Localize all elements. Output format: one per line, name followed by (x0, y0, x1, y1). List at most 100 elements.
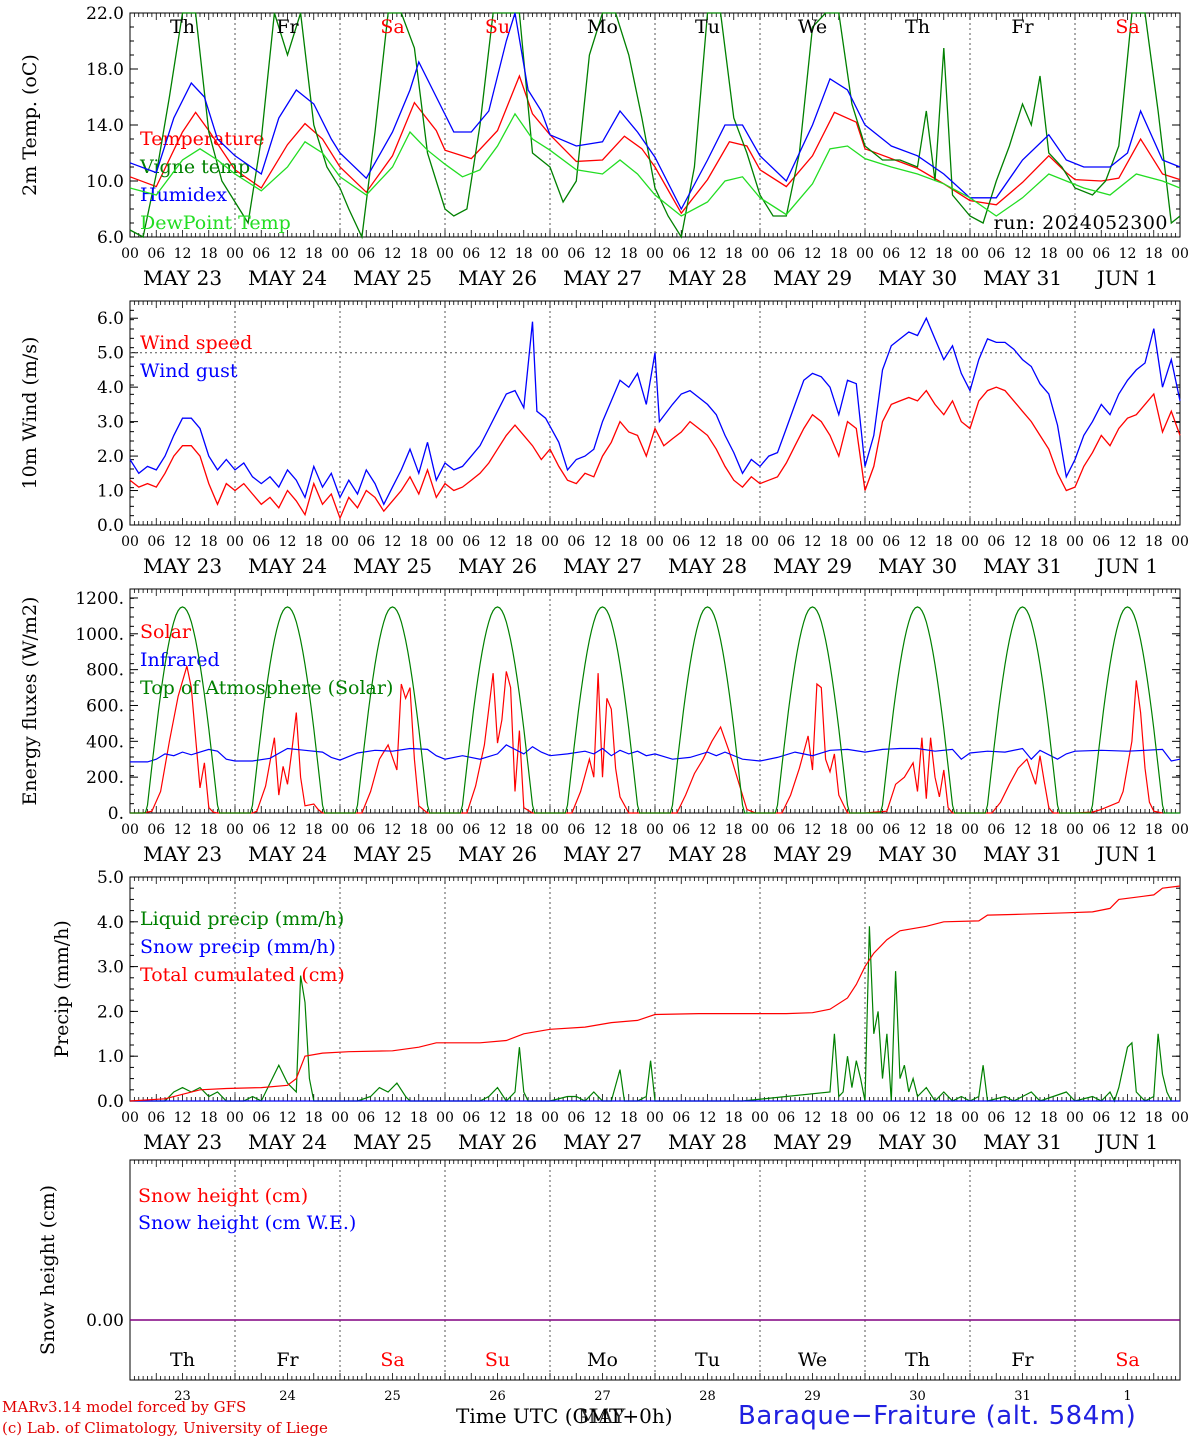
series-line-top-of-atmosphere-solar- (130, 606, 1180, 814)
series-line-temperature (129, 74, 1181, 215)
y-axis-label: Snow height (cm) (37, 1185, 59, 1355)
hour-label: 18 (410, 534, 428, 550)
hour-label: 00 (436, 246, 454, 262)
hour-label: 00 (1066, 534, 1084, 550)
hour-label: 06 (357, 1110, 375, 1126)
hour-label: 00 (1171, 1110, 1189, 1126)
date-label: JUN 1 (1095, 842, 1158, 866)
hour-label: 12 (1014, 1110, 1032, 1126)
hour-label: 00 (121, 1110, 139, 1126)
day-name: Th (905, 16, 930, 38)
hour-label: 12 (1119, 822, 1137, 838)
hour-label: 00 (541, 1110, 559, 1126)
hour-label: 18 (1040, 246, 1058, 262)
hour-label: 18 (935, 246, 953, 262)
date-label: MAY 23 (143, 842, 222, 866)
hour-label: 06 (777, 1110, 795, 1126)
hour-label: 00 (961, 1110, 979, 1126)
hour-label: 12 (804, 822, 822, 838)
hour-label: 12 (384, 534, 402, 550)
legend-entry: Total cumulated (cm) (140, 964, 345, 986)
y-tick-label: 5.0 (97, 868, 124, 888)
time-axis-overlay: MAY (578, 1404, 626, 1428)
hour-label: 00 (856, 534, 874, 550)
hour-label: 06 (567, 1110, 585, 1126)
y-tick-label: 2.0 (97, 447, 124, 467)
hour-label: 06 (1092, 534, 1110, 550)
day-name-bottom: Sa (1115, 1349, 1139, 1371)
hour-label: 06 (567, 822, 585, 838)
y-tick-label: 10.0 (86, 172, 124, 192)
hour-label: 18 (515, 822, 533, 838)
hour-label: 18 (410, 822, 428, 838)
series-line-infrared (130, 744, 1181, 763)
hour-label: 12 (279, 1110, 297, 1126)
hour-label: 12 (1119, 246, 1137, 262)
date-label: MAY 25 (353, 266, 432, 290)
hour-label: 12 (1014, 534, 1032, 550)
hour-label: 00 (436, 1110, 454, 1126)
y-tick-label: 0. (108, 804, 124, 824)
hour-label: 18 (410, 1110, 428, 1126)
day-name-bottom: Fr (1011, 1349, 1034, 1371)
legend-entry: DewPoint Temp (140, 212, 291, 234)
hour-label: 12 (1014, 246, 1032, 262)
y-tick-label: 6.0 (97, 309, 124, 329)
date-label: MAY 31 (983, 554, 1062, 578)
hour-label: 00 (121, 534, 139, 550)
day-number: 29 (804, 1389, 821, 1404)
y-tick-label: 0.0 (97, 516, 124, 536)
hour-label: 00 (646, 534, 664, 550)
day-name-bottom: We (798, 1349, 827, 1371)
date-label: MAY 28 (668, 266, 747, 290)
date-label: JUN 1 (1095, 1130, 1158, 1154)
date-label: MAY 25 (353, 842, 432, 866)
hour-label: 06 (357, 246, 375, 262)
y-tick-label: 4.0 (97, 913, 124, 933)
legend-entry: Wind gust (140, 360, 238, 382)
hour-label: 06 (147, 246, 165, 262)
hour-label: 12 (1014, 822, 1032, 838)
hour-label: 00 (646, 822, 664, 838)
hour-label: 18 (305, 1110, 323, 1126)
date-label: MAY 27 (563, 1130, 642, 1154)
day-number: 23 (174, 1389, 191, 1404)
hour-label: 06 (462, 246, 480, 262)
hour-label: 12 (804, 1110, 822, 1126)
hour-label: 18 (620, 534, 638, 550)
hour-label: 06 (882, 822, 900, 838)
series-line-dewpoint-temp (129, 112, 1181, 217)
y-tick-label: 5.0 (97, 344, 124, 364)
hour-label: 00 (541, 534, 559, 550)
day-number: 25 (384, 1389, 401, 1404)
y-tick-label: 22.0 (86, 4, 124, 24)
hour-label: 18 (725, 822, 743, 838)
date-label: MAY 30 (878, 842, 957, 866)
day-name-bottom: Th (905, 1349, 930, 1371)
legend-entry: Humidex (140, 184, 227, 206)
hour-label: 00 (331, 822, 349, 838)
hour-label: 18 (830, 1110, 848, 1126)
hour-label: 12 (594, 822, 612, 838)
station-title: Baraque−Fraiture (alt. 584m) (738, 1401, 1137, 1431)
hour-label: 18 (1040, 822, 1058, 838)
hour-label: 12 (489, 246, 507, 262)
hour-label: 00 (751, 822, 769, 838)
hour-label: 00 (226, 1110, 244, 1126)
hour-label: 12 (279, 246, 297, 262)
hour-label: 12 (489, 1110, 507, 1126)
hour-label: 06 (672, 1110, 690, 1126)
hour-label: 12 (909, 1110, 927, 1126)
hour-label: 06 (252, 246, 270, 262)
date-label: MAY 28 (668, 1130, 747, 1154)
hour-label: 00 (121, 822, 139, 838)
hour-label: 18 (725, 534, 743, 550)
day-name-bottom: Tu (695, 1349, 720, 1371)
day-name: Tu (695, 16, 720, 38)
y-axis-label: Precip (mm/h) (51, 920, 73, 1058)
date-label: MAY 27 (563, 554, 642, 578)
date-label: MAY 26 (458, 266, 537, 290)
y-tick-label: 1.0 (97, 1047, 124, 1067)
hour-label: 06 (777, 246, 795, 262)
date-label: MAY 23 (143, 554, 222, 578)
